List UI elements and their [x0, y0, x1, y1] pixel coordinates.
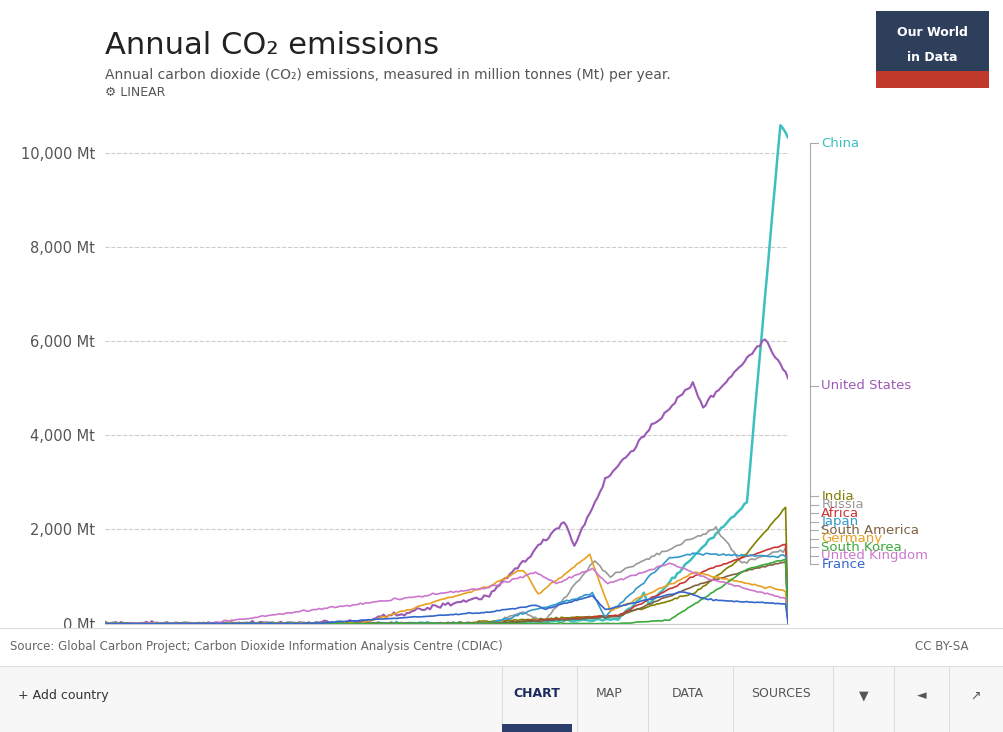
Text: ⚙ LINEAR: ⚙ LINEAR: [105, 86, 165, 99]
Text: ▼: ▼: [858, 690, 868, 702]
Text: ◄: ◄: [916, 690, 926, 702]
Text: United States: United States: [820, 379, 911, 392]
Text: CC BY-SA: CC BY-SA: [915, 640, 968, 653]
Text: Japan: Japan: [820, 515, 858, 529]
Text: Our World: Our World: [897, 26, 967, 39]
Text: China: China: [820, 137, 859, 149]
Text: India: India: [820, 490, 853, 503]
Text: France: France: [820, 558, 865, 571]
Text: DATA: DATA: [671, 687, 703, 701]
Text: + Add country: + Add country: [18, 690, 108, 702]
Text: Annual CO₂ emissions: Annual CO₂ emissions: [105, 31, 439, 60]
Text: Source: Global Carbon Project; Carbon Dioxide Information Analysis Centre (CDIAC: Source: Global Carbon Project; Carbon Di…: [10, 640, 503, 653]
Text: ↗: ↗: [970, 690, 980, 702]
Text: Africa: Africa: [820, 507, 859, 520]
Text: MAP: MAP: [596, 687, 622, 701]
Text: in Data: in Data: [907, 51, 957, 64]
Text: Annual carbon dioxide (CO₂) emissions, measured in million tonnes (Mt) per year.: Annual carbon dioxide (CO₂) emissions, m…: [105, 68, 670, 82]
Text: Russia: Russia: [820, 498, 863, 512]
Bar: [502, 724, 572, 732]
Text: United Kingdom: United Kingdom: [820, 549, 928, 562]
Text: South Korea: South Korea: [820, 541, 901, 554]
Bar: [876, 71, 988, 88]
Text: Germany: Germany: [820, 532, 882, 545]
Text: CHART: CHART: [514, 687, 560, 701]
Text: SOURCES: SOURCES: [750, 687, 810, 701]
Text: South America: South America: [820, 524, 919, 537]
